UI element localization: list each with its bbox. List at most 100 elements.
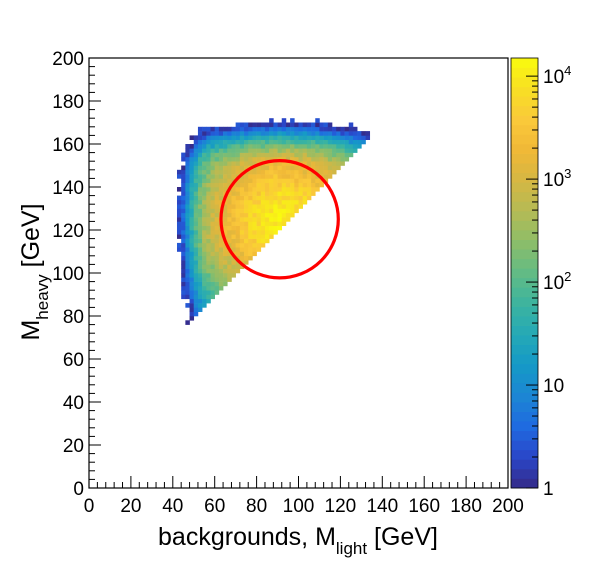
heatmap-bin	[189, 238, 195, 244]
heatmap-bin	[269, 182, 274, 188]
heatmap-bin	[252, 242, 257, 248]
heatmap-bin	[323, 156, 329, 162]
heatmap-bin	[181, 251, 186, 257]
heatmap-bin	[277, 208, 283, 214]
heatmap-bin	[290, 148, 295, 153]
heatmap-bin	[202, 242, 207, 248]
heatmap-bin	[269, 234, 274, 239]
heatmap-bin	[210, 290, 215, 295]
heatmap-bin	[193, 264, 199, 269]
heatmap-bin	[218, 182, 224, 188]
heatmap-bin	[294, 169, 299, 175]
heatmap-bin	[231, 230, 236, 235]
heatmap-bin	[273, 144, 278, 149]
heatmap-bin	[302, 182, 308, 188]
heatmap-bin	[206, 247, 211, 252]
heatmap-bin	[269, 204, 274, 209]
heatmap-bin	[223, 251, 228, 257]
heatmap-bin	[235, 251, 241, 257]
y-axis-title: Mheavy [GeV]	[17, 203, 52, 340]
heatmap-bin	[214, 230, 220, 235]
heatmap-bin	[189, 182, 195, 188]
heatmap-bin	[319, 152, 324, 158]
heatmap-bin	[193, 139, 199, 145]
heatmap-bin	[181, 234, 186, 239]
heatmap-bin	[231, 144, 236, 149]
heatmap-bin	[227, 152, 232, 158]
heatmap-bin	[294, 174, 299, 179]
heatmap-bin	[244, 144, 249, 149]
heatmap-bin	[306, 144, 312, 149]
heatmap-bin	[202, 230, 207, 235]
color-scale-bin	[511, 134, 538, 145]
heatmap-bin	[197, 199, 203, 205]
heatmap-bin	[214, 255, 220, 261]
heatmap-bin	[210, 212, 215, 218]
heatmap-bin	[202, 148, 207, 153]
color-scale-bin	[511, 363, 538, 374]
heatmap-bin	[214, 285, 220, 291]
heatmap-bin	[239, 238, 245, 244]
heatmap-bin	[256, 169, 262, 175]
heatmap-bin	[294, 191, 299, 196]
heatmap-bin	[235, 135, 241, 140]
heatmap-bin	[197, 187, 203, 192]
heatmap-bin	[202, 264, 207, 269]
heatmap-bin	[264, 195, 270, 201]
heatmap-bin	[214, 156, 220, 162]
heatmap-bin	[285, 156, 291, 162]
heatmap-bin	[336, 161, 341, 166]
heatmap-bin	[214, 148, 220, 153]
heatmap-bin	[290, 174, 295, 179]
heatmap-bin	[327, 174, 333, 179]
color-scale-bin	[511, 115, 538, 126]
y-tick-label: 180	[52, 92, 84, 113]
heatmap-bin	[315, 135, 320, 140]
heatmap-bin	[323, 144, 329, 149]
heatmap-bin	[181, 247, 186, 252]
heatmap-bin	[323, 174, 329, 179]
heatmap-bin	[273, 148, 278, 153]
heatmap-bin	[223, 161, 228, 166]
heatmap-bin	[302, 131, 308, 136]
heatmap-bin	[252, 165, 257, 171]
heatmap-bin	[244, 191, 249, 196]
heatmap-bin	[218, 277, 224, 282]
heatmap-bin	[311, 135, 316, 140]
heatmap-bin	[193, 225, 199, 231]
heatmap-bin	[244, 230, 249, 235]
heatmap-bin	[244, 174, 249, 179]
heatmap-bin	[285, 126, 291, 132]
heatmap-bin	[248, 217, 253, 222]
heatmap-bin	[189, 303, 195, 308]
heatmap-bin	[185, 148, 190, 153]
heatmap-bin	[223, 264, 228, 269]
heatmap-bin	[193, 281, 199, 287]
heatmap-bin	[197, 156, 203, 162]
heatmap-bin	[252, 187, 257, 192]
heatmap-bin	[189, 234, 195, 239]
heatmap-bin	[239, 174, 245, 179]
heatmap-bin	[264, 230, 270, 235]
heatmap-bin	[285, 191, 291, 196]
heatmap-bin	[260, 199, 266, 205]
heatmap-bin	[193, 174, 199, 179]
heatmap-bin	[202, 165, 207, 171]
heatmap-bin	[185, 238, 190, 244]
heatmap-bin	[315, 139, 320, 145]
heatmap-bin	[210, 135, 215, 140]
heatmap-bin	[290, 126, 295, 132]
heatmap-bin	[218, 238, 224, 244]
heatmap-bin	[223, 277, 228, 282]
heatmap-bin	[218, 126, 224, 132]
heatmap-bin	[252, 152, 257, 158]
heatmap-bin	[273, 122, 278, 128]
heatmap-bin	[269, 165, 274, 171]
heatmap-bin	[214, 174, 220, 179]
heatmap-bin	[193, 144, 199, 149]
heatmap-bin	[252, 217, 257, 222]
heatmap-bin	[260, 165, 266, 171]
heatmap-bin	[273, 178, 278, 183]
heatmap-bin	[189, 135, 195, 140]
